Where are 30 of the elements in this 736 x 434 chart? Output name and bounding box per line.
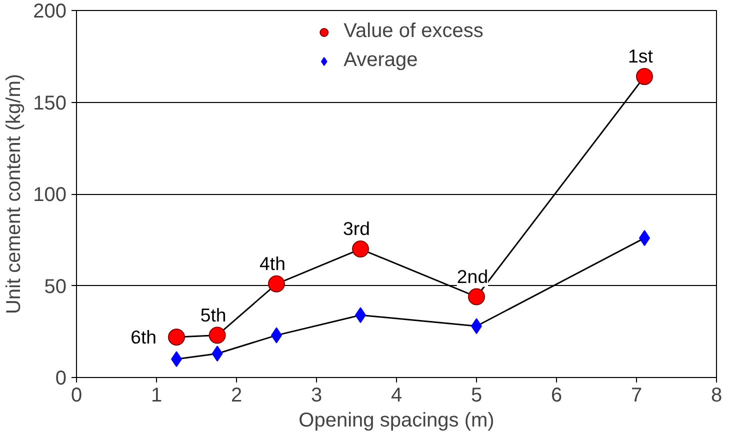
annotation: 1st (628, 46, 654, 67)
annotation: 3rd (343, 218, 370, 240)
x-tick-label: 5 (470, 384, 482, 406)
point (352, 240, 369, 258)
point (208, 326, 226, 344)
x-tick-label: 2 (230, 384, 242, 406)
legend-label: Value of excess (344, 20, 484, 43)
x-tick-label: 6 (550, 384, 562, 406)
annotation: 6th (130, 326, 157, 348)
y-axis-title: Unit cement content (kg/m) (3, 74, 26, 314)
point (268, 275, 285, 292)
x-axis-title: Opening spacings (m) (298, 410, 494, 432)
x-tick-label: 1 (150, 384, 162, 406)
x-tick-label: 3 (310, 384, 322, 406)
annotation: 4th (260, 252, 286, 274)
point (468, 288, 485, 306)
point (636, 68, 653, 86)
annotation: 2nd (456, 266, 488, 287)
legend-label: Average (344, 49, 418, 72)
y-tick-label: 150 (33, 92, 67, 114)
x-tick-label: 4 (390, 384, 402, 406)
x-tick-label: 0 (70, 384, 82, 406)
point (168, 328, 185, 346)
y-tick-label: 200 (33, 0, 67, 22)
y-tick-label: 100 (33, 184, 67, 206)
x-tick-label: 8 (710, 384, 722, 406)
x-tick-label: 7 (630, 384, 642, 406)
y-tick-label: 0 (55, 368, 66, 390)
y-tick-label: 50 (44, 276, 67, 298)
annotation: 5th (200, 304, 226, 326)
